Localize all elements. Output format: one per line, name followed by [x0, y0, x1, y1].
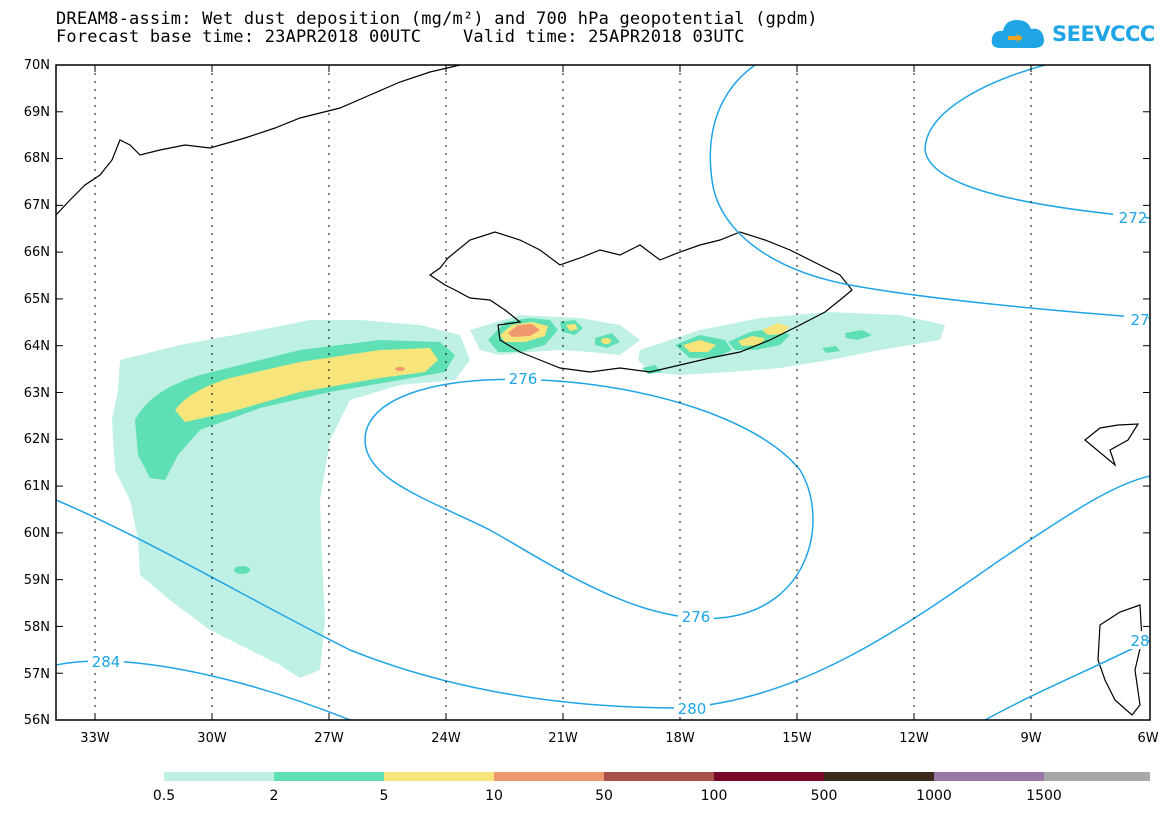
colorbar-swatch	[934, 772, 1044, 781]
contour-label: 276	[509, 370, 538, 388]
chart-title-line-1: DREAM8-assim: Wet dust deposition (mg/m²…	[56, 9, 818, 29]
lat-label: 61N	[24, 479, 50, 494]
colorbar-label: 1000	[916, 788, 952, 804]
contour-label: 272	[1119, 209, 1148, 227]
lat-label: 57N	[24, 667, 50, 682]
colorbar-label: 5	[380, 788, 389, 804]
colorbar-swatch	[714, 772, 824, 781]
axis-ticks	[56, 65, 1150, 720]
contour-label: 28	[1130, 632, 1149, 650]
lat-label: 69N	[24, 105, 50, 120]
colorbar-label: 1500	[1026, 788, 1062, 804]
lat-label: 60N	[24, 526, 50, 541]
dust-shading	[112, 312, 945, 678]
lat-label: 62N	[24, 432, 50, 447]
colorbar-swatch	[824, 772, 934, 781]
lon-label: 6W	[1137, 731, 1158, 746]
contour-label: 284	[92, 653, 121, 671]
lat-label: 66N	[24, 245, 50, 260]
colorbar-swatch	[274, 772, 384, 781]
lon-label: 15W	[782, 731, 812, 746]
colorbar-label: 2	[270, 788, 279, 804]
chart-title-line-2: Forecast base time: 23APR2018 00UTC Vali…	[56, 27, 745, 47]
lat-label: 68N	[24, 151, 50, 166]
colorbar-swatch	[384, 772, 494, 781]
colorbar-label: 10	[485, 788, 503, 804]
colorbar-label: 50	[595, 788, 613, 804]
lon-label: 12W	[899, 731, 929, 746]
colorbar-swatch	[1044, 772, 1150, 781]
lon-label: 21W	[548, 731, 578, 746]
lon-label: 33W	[80, 731, 110, 746]
colorbar-swatch	[604, 772, 714, 781]
lat-label: 70N	[24, 58, 50, 73]
colorbar-swatch	[164, 772, 274, 781]
colorbar-label: 0.5	[153, 788, 175, 804]
colorbar: 0.5 2 5 10 50 100 500 1000 1500	[153, 772, 1150, 804]
lat-label: 65N	[24, 292, 50, 307]
lon-label: 24W	[431, 731, 461, 746]
contour-label: 280	[678, 700, 707, 718]
logo-text: SEEVCCC	[1052, 22, 1155, 46]
colorbar-label: 100	[701, 788, 728, 804]
coastlines	[56, 65, 1143, 716]
lat-label: 59N	[24, 573, 50, 588]
colorbar-swatch	[494, 772, 604, 781]
lat-label: 58N	[24, 620, 50, 635]
lon-label: 18W	[665, 731, 695, 746]
lon-label: 27W	[314, 731, 344, 746]
contour-label: 276	[682, 608, 711, 626]
colorbar-label: 500	[811, 788, 838, 804]
lat-label: 56N	[24, 713, 50, 728]
contour-label: 27	[1130, 311, 1149, 329]
lat-label: 64N	[24, 339, 50, 354]
lon-label: 30W	[197, 731, 227, 746]
lat-label: 63N	[24, 386, 50, 401]
lon-label: 9W	[1020, 731, 1041, 746]
cloud-icon	[991, 20, 1044, 48]
lat-label: 67N	[24, 198, 50, 213]
